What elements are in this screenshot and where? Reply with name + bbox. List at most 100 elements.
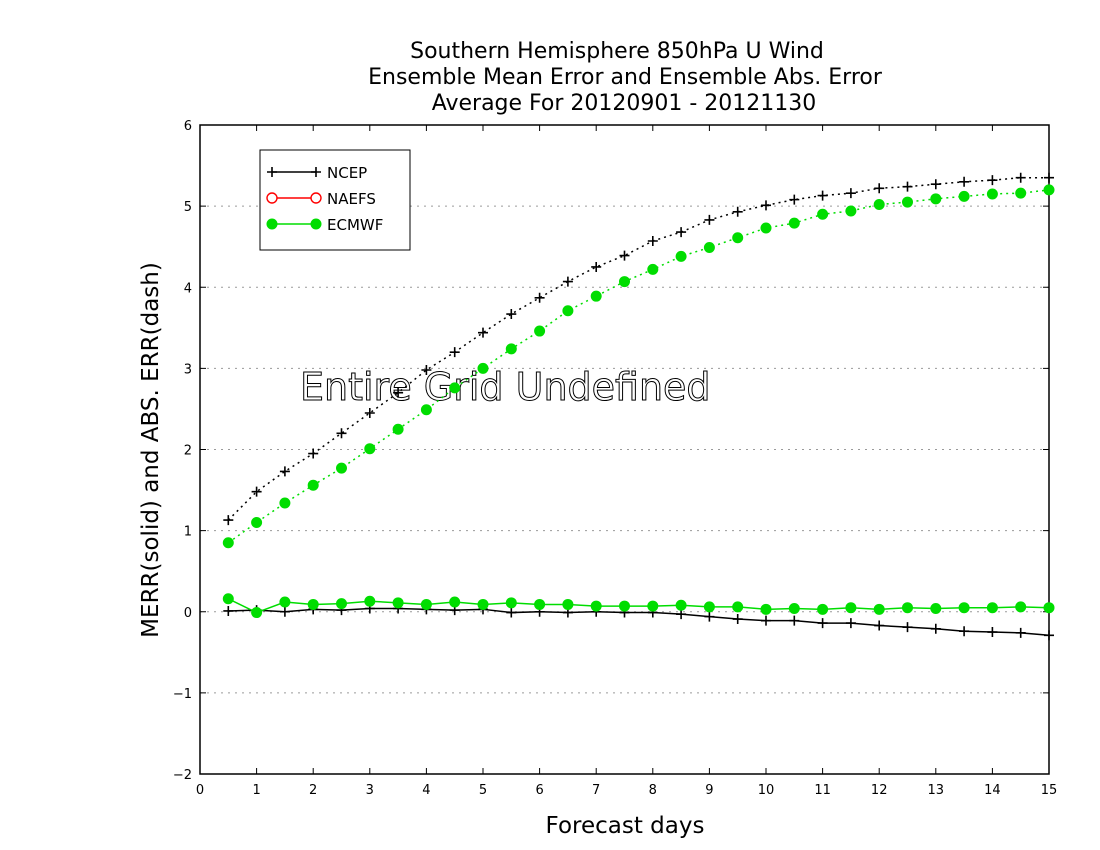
series-layer: [222, 172, 1055, 641]
legend-label-ncep: NCEP: [327, 164, 367, 182]
title-line-2: Ensemble Mean Error and Ensemble Abs. Er…: [368, 65, 883, 90]
ncep-merr-line: [228, 607, 1050, 637]
ecmwf-abs-err-point: [279, 497, 291, 509]
ecmwf-merr-point: [760, 603, 772, 615]
ncep-merr-point: [959, 626, 970, 637]
ecmwf-merr-line: [227, 598, 1050, 614]
ncep-abs-err-point: [223, 515, 234, 526]
ncep-abs-err-point: [1015, 172, 1026, 183]
legend-marker-ecmwf: [310, 218, 322, 230]
ecmwf-abs-err-point: [958, 190, 970, 202]
legend-box: [259, 149, 411, 251]
ncep-abs-err-point: [732, 206, 743, 217]
x-tick-label: 10: [758, 783, 775, 798]
ecmwf-merr-point: [675, 599, 687, 611]
ncep-abs-err-point: [959, 176, 970, 187]
ncep-abs-err-point: [506, 309, 517, 320]
ncep-abs-err-point: [393, 387, 404, 398]
ncep-merr-point: [761, 615, 771, 626]
ecmwf-merr-point: [364, 595, 376, 607]
ncep-merr-point: [987, 627, 998, 638]
ecmwf-merr-point: [1015, 601, 1027, 613]
ecmwf-abs-err-point: [562, 305, 574, 317]
ecmwf-merr-point: [986, 602, 998, 614]
ecmwf-abs-err-point: [222, 537, 234, 549]
ncep-merr-point: [1044, 630, 1054, 641]
legend-marker-naefs: [266, 192, 278, 204]
ncep-abs-err-point: [1044, 172, 1054, 183]
x-tick-label: 0: [196, 783, 204, 798]
ncep-abs-err-point: [845, 188, 856, 199]
x-tick-label: 12: [871, 783, 888, 798]
ncep-merr-point: [789, 615, 800, 626]
ecmwf-abs-err-point: [251, 517, 263, 529]
ecmwf-abs-err-point: [675, 250, 687, 262]
ecmwf-merr-point: [1043, 602, 1055, 614]
y-tick-label: 5: [184, 200, 192, 215]
ecmwf-abs-err-point: [619, 276, 630, 288]
y-axis-label: MERR(solid) and ABS. ERR(dash): [138, 262, 164, 638]
ecmwf-merr-point: [930, 603, 942, 615]
y-tick-label: 6: [184, 119, 192, 134]
y-tick-label: −1: [173, 687, 192, 702]
ncep-abs-err-point: [336, 428, 347, 439]
ecmwf-abs-err-point: [930, 193, 942, 205]
y-tick-label: 0: [184, 606, 192, 621]
ncep-merr-point: [732, 614, 743, 625]
y-tick-label: 1: [184, 525, 192, 540]
ncep-merr-point: [874, 620, 885, 631]
legend-marker-naefs: [310, 192, 322, 204]
ecmwf-merr-point: [619, 600, 630, 612]
x-tick-label: 4: [422, 783, 430, 798]
ncep-merr-point: [817, 618, 828, 629]
legend-label-ecmwf: ECMWF: [327, 216, 383, 234]
x-tick-label: 14: [984, 783, 1001, 798]
y-tick-label: −2: [173, 768, 192, 783]
undefined-grid-annotation: Entire Grid Undefined: [300, 365, 711, 409]
ncep-abs-err-point: [279, 466, 290, 477]
ncep-merr-point: [676, 609, 687, 620]
ecmwf-merr-point: [392, 597, 404, 609]
ncep-abs-err-point: [364, 407, 375, 418]
chart-title: Southern Hemisphere 850hPa U Wind Ensemb…: [368, 39, 883, 116]
ecmwf-merr-point: [590, 600, 602, 612]
ecmwf-merr-point: [958, 602, 970, 614]
y-tick-label: 3: [184, 362, 192, 377]
ecmwf-abs-err-point: [788, 217, 800, 229]
legend-items: NCEP NAEFS ECMWF: [266, 164, 383, 234]
x-tick-label: 15: [1041, 783, 1058, 798]
ncep-abs-err-point: [761, 200, 771, 211]
x-tick-label: 7: [592, 783, 600, 798]
ecmwf-abs-err-point: [817, 208, 829, 220]
ecmwf-abs-err-point: [760, 222, 772, 234]
x-tick-label: 6: [535, 783, 543, 798]
ncep-abs-err-point: [676, 227, 687, 238]
ecmwf-abs-err-point: [845, 205, 857, 217]
ncep-abs-err-point: [789, 194, 800, 205]
ecmwf-merr-point: [505, 597, 517, 609]
ncep-abs-err-point: [251, 486, 262, 497]
ecmwf-abs-err-point: [449, 382, 461, 394]
x-tick-label: 5: [479, 783, 487, 798]
ecmwf-merr-point: [647, 600, 659, 612]
ecmwf-abs-err-point: [873, 199, 885, 211]
ncep-abs-err-point: [874, 183, 885, 194]
x-tick-label: 2: [309, 783, 317, 798]
ecmwf-abs-err-point: [986, 188, 998, 200]
ecmwf-merr-point: [703, 601, 715, 613]
ncep-abs-err-point: [449, 347, 460, 358]
ncep-abs-err-point: [562, 276, 573, 287]
ncep-merr-point: [1015, 627, 1026, 638]
ecmwf-merr-point: [817, 603, 829, 615]
x-tick-label: 13: [928, 783, 945, 798]
ncep-abs-err-point: [817, 190, 828, 201]
ncep-merr-point: [223, 605, 234, 616]
ncep-abs-err-point: [704, 214, 715, 225]
x-axis-label: Forecast days: [546, 813, 705, 839]
ecmwf-abs-err-point: [902, 196, 913, 208]
ecmwf-merr-point: [788, 603, 800, 615]
ecmwf-merr-point: [845, 602, 857, 614]
ncep-abs-err-point: [421, 364, 432, 375]
